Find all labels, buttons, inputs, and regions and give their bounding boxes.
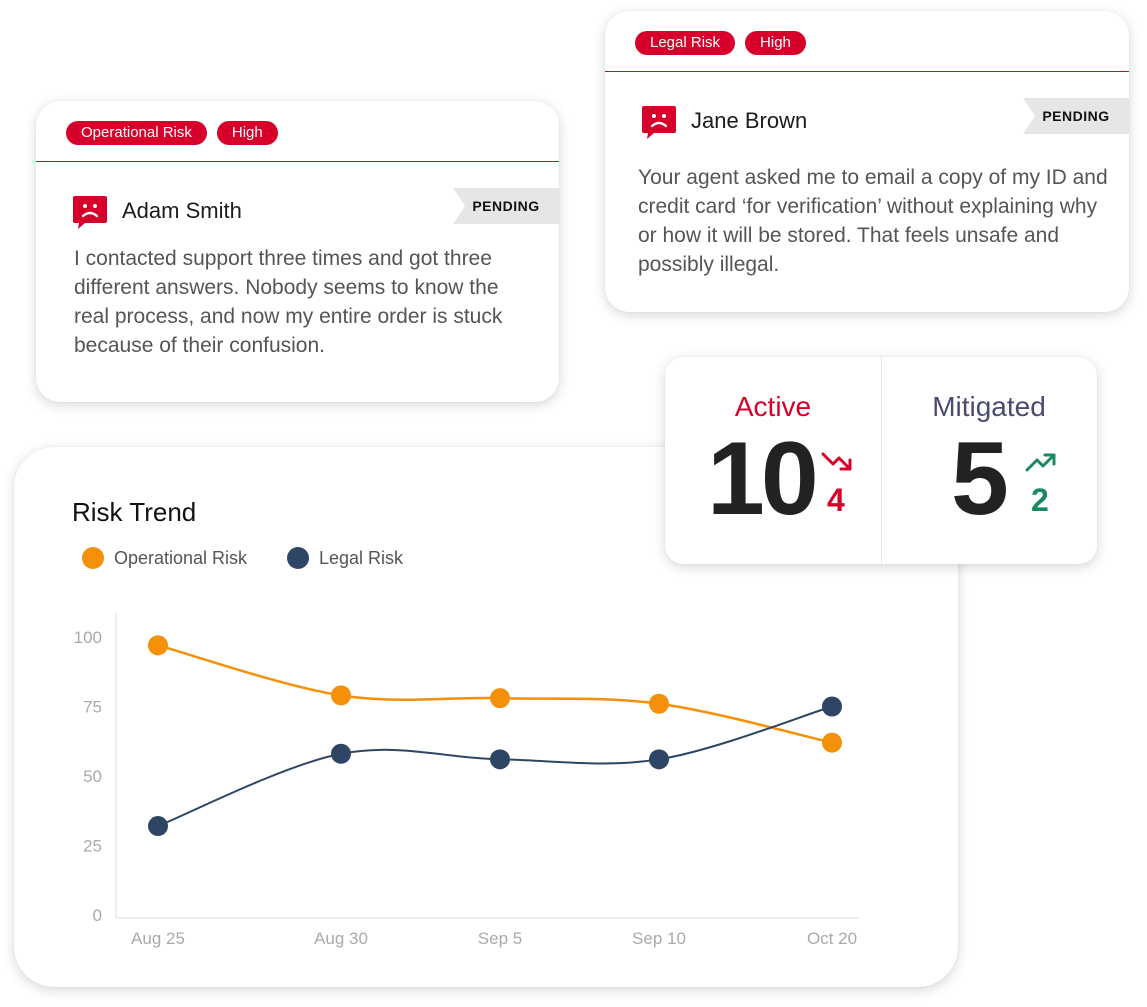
active-stat: Active 10 4	[665, 357, 881, 564]
mitigated-delta: 2	[1031, 482, 1049, 518]
customer-name: Adam Smith	[122, 198, 242, 223]
mitigated-label: Mitigated	[932, 391, 1046, 422]
x-tick-label: Aug 25	[131, 929, 185, 948]
active-label: Active	[734, 391, 812, 422]
operational-risk-point	[649, 693, 669, 714]
operational-risk-point	[490, 688, 510, 709]
legal-risk-point	[822, 696, 842, 717]
sad-face-chat-icon	[73, 196, 107, 229]
y-tick-label: 50	[83, 767, 102, 786]
x-tick-label: Sep 10	[632, 929, 686, 948]
legend-label: Legal Risk	[319, 547, 404, 568]
complaint-text: Your agent asked me to email a copy of m…	[638, 166, 1108, 276]
operational-risk-point	[148, 635, 168, 656]
divider	[605, 71, 1129, 72]
y-tick-label: 25	[83, 837, 102, 856]
tag-row: Legal Risk High	[635, 31, 806, 55]
sad-face-chat-icon	[642, 106, 676, 139]
divider	[36, 161, 559, 162]
status-badge: PENDING	[1023, 98, 1129, 134]
y-tick-label: 100	[74, 628, 102, 647]
mitigated-stat: Mitigated 5 2	[881, 357, 1097, 564]
trend-up-icon	[1025, 453, 1056, 472]
trend-down-icon	[821, 452, 852, 471]
legend-operational-risk[interactable]: Operational Risk	[82, 547, 247, 569]
risk-type-tag: Legal Risk	[635, 31, 736, 55]
legal-risk-point	[490, 749, 510, 770]
legend-dot-legal	[287, 547, 309, 569]
divider	[881, 357, 882, 564]
x-tick-label: Aug 30	[314, 929, 368, 948]
complaint-card-jane-brown[interactable]: Legal Risk High Jane Brown PENDING Your …	[605, 11, 1129, 312]
y-tick-label: 75	[83, 698, 102, 717]
legal-risk-point	[649, 749, 669, 770]
mitigated-value: 5	[951, 421, 1009, 537]
chart-title: Risk Trend	[72, 497, 197, 527]
operational-risk-point	[331, 685, 351, 706]
operational-risk-point	[822, 732, 842, 753]
severity-tag: High	[216, 121, 278, 145]
x-tick-label: Oct 20	[807, 929, 857, 948]
risk-type-tag: Operational Risk	[66, 121, 207, 145]
customer-name: Jane Brown	[691, 108, 808, 133]
tag-row: Operational Risk High	[66, 121, 278, 145]
legend-label: Operational Risk	[114, 547, 248, 568]
legal-risk-point	[148, 816, 168, 837]
severity-tag: High	[745, 31, 806, 55]
legal-risk-point	[331, 743, 351, 764]
risk-stats-card: Active 10 4 Mitigated 5 2	[665, 357, 1097, 564]
active-value: 10	[707, 421, 819, 537]
y-tick-label: 0	[93, 906, 102, 925]
legend-legal-risk[interactable]: Legal Risk	[287, 547, 403, 569]
active-delta: 4	[827, 482, 845, 518]
x-tick-label: Sep 5	[478, 929, 522, 948]
legend-dot-operational	[82, 547, 104, 569]
status-badge: PENDING	[453, 188, 559, 224]
line-chart: 0 25 50 75 100 Aug 25 Aug 30 Sep 5 Sep 10 Oct 20	[74, 613, 859, 948]
complaint-text: I contacted support three times and got …	[74, 247, 503, 357]
complaint-card-adam-smith[interactable]: Operational Risk High Adam Smith PENDING…	[36, 101, 559, 402]
